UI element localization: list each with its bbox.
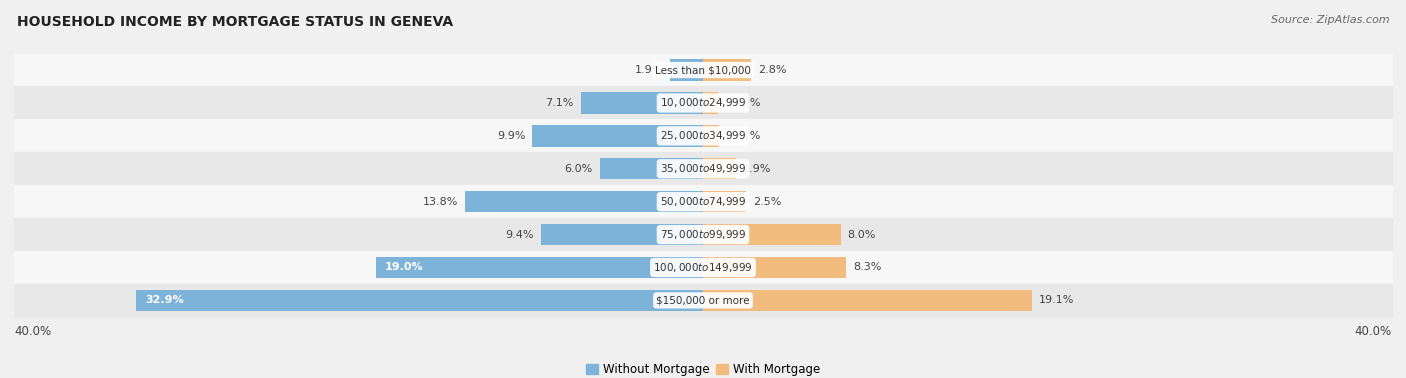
Bar <box>14 284 1392 317</box>
Text: $100,000 to $149,999: $100,000 to $149,999 <box>654 261 752 274</box>
Bar <box>14 119 1392 152</box>
Text: 9.4%: 9.4% <box>506 229 534 240</box>
Bar <box>14 218 1392 251</box>
Text: $75,000 to $99,999: $75,000 to $99,999 <box>659 228 747 241</box>
Text: HOUSEHOLD INCOME BY MORTGAGE STATUS IN GENEVA: HOUSEHOLD INCOME BY MORTGAGE STATUS IN G… <box>17 15 453 29</box>
Text: Source: ZipAtlas.com: Source: ZipAtlas.com <box>1271 15 1389 25</box>
Text: $25,000 to $34,999: $25,000 to $34,999 <box>659 129 747 143</box>
Bar <box>703 290 1032 311</box>
Text: 2.5%: 2.5% <box>754 197 782 207</box>
Text: $10,000 to $24,999: $10,000 to $24,999 <box>659 96 747 110</box>
Text: 40.0%: 40.0% <box>14 325 51 338</box>
Text: 19.1%: 19.1% <box>1039 295 1074 305</box>
Bar <box>541 224 703 245</box>
Text: 13.8%: 13.8% <box>423 197 458 207</box>
Text: 7.1%: 7.1% <box>546 98 574 108</box>
Bar <box>465 191 703 212</box>
Text: 9.9%: 9.9% <box>498 131 526 141</box>
Text: $50,000 to $74,999: $50,000 to $74,999 <box>659 195 747 208</box>
Bar <box>703 224 841 245</box>
Text: $35,000 to $49,999: $35,000 to $49,999 <box>659 162 747 175</box>
Bar <box>136 290 703 311</box>
Text: $150,000 or more: $150,000 or more <box>657 295 749 305</box>
Bar <box>14 54 1392 87</box>
Text: 0.91%: 0.91% <box>725 131 761 141</box>
Bar <box>14 87 1392 119</box>
Text: 0.89%: 0.89% <box>725 98 761 108</box>
Bar <box>703 59 751 81</box>
Text: 8.3%: 8.3% <box>853 262 882 273</box>
Bar <box>581 92 703 114</box>
Bar <box>599 158 703 180</box>
Bar <box>533 125 703 147</box>
Bar <box>14 185 1392 218</box>
Bar <box>14 251 1392 284</box>
Bar <box>703 125 718 147</box>
Text: 6.0%: 6.0% <box>565 164 593 174</box>
Text: 32.9%: 32.9% <box>145 295 184 305</box>
Bar <box>375 257 703 278</box>
Text: 19.0%: 19.0% <box>384 262 423 273</box>
Text: 1.9%: 1.9% <box>742 164 770 174</box>
Bar <box>703 92 718 114</box>
Text: 2.8%: 2.8% <box>758 65 786 75</box>
Bar <box>671 59 703 81</box>
Bar <box>14 152 1392 185</box>
Bar <box>703 257 846 278</box>
Text: Less than $10,000: Less than $10,000 <box>655 65 751 75</box>
Bar <box>703 158 735 180</box>
Text: 1.9%: 1.9% <box>636 65 664 75</box>
Text: 8.0%: 8.0% <box>848 229 876 240</box>
Text: 40.0%: 40.0% <box>1355 325 1392 338</box>
Legend: Without Mortgage, With Mortgage: Without Mortgage, With Mortgage <box>581 358 825 378</box>
Bar <box>703 191 747 212</box>
